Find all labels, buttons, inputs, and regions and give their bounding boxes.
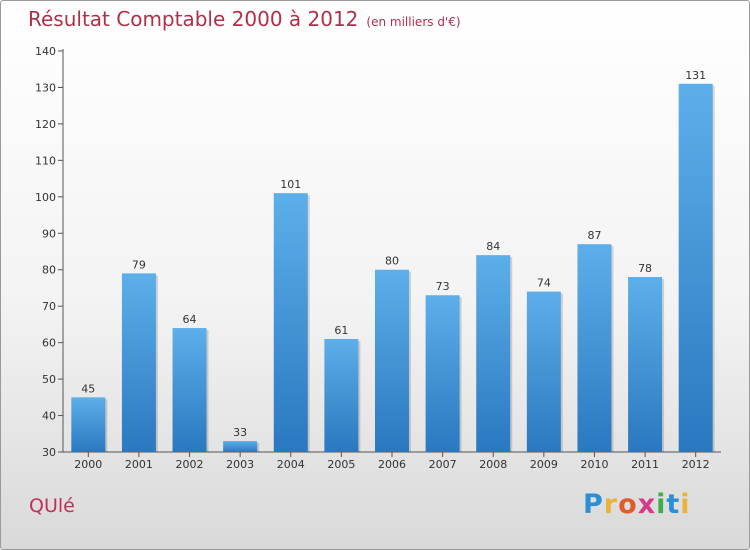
- x-tick-label: 2007: [429, 458, 457, 471]
- x-tick-label: 2003: [226, 458, 254, 471]
- data-label: 78: [638, 262, 652, 275]
- logo-letter: o: [618, 489, 638, 520]
- data-label: 33: [233, 426, 247, 439]
- y-tick-label: 130: [35, 81, 56, 94]
- data-label: 101: [280, 178, 301, 191]
- x-tick-label: 2005: [327, 458, 355, 471]
- logo-letter: t: [666, 489, 681, 520]
- logo-letter: i: [656, 489, 667, 520]
- bar: [577, 244, 612, 452]
- logo-letter: x: [637, 489, 657, 520]
- x-tick-label: 2011: [631, 458, 659, 471]
- x-tick-label: 2008: [479, 458, 507, 471]
- bar: [476, 255, 511, 452]
- bar: [678, 83, 713, 453]
- y-tick-label: 110: [35, 154, 56, 167]
- y-tick-label: 30: [42, 446, 56, 459]
- bar: [121, 273, 156, 452]
- data-label: 80: [385, 255, 399, 268]
- chart-unit: (en milliers d'€): [366, 15, 461, 29]
- x-tick-label: 2009: [530, 458, 558, 471]
- x-tick-label: 2012: [682, 458, 710, 471]
- data-label: 64: [183, 313, 197, 326]
- data-label: 84: [486, 240, 500, 253]
- y-tick-label: 140: [35, 45, 56, 58]
- logo-letter: r: [603, 489, 619, 520]
- y-tick-label: 90: [42, 227, 56, 240]
- bar: [628, 277, 663, 452]
- bar: [375, 269, 409, 452]
- data-label: 73: [436, 280, 450, 293]
- x-tick-label: 2001: [125, 458, 153, 471]
- data-label: 74: [537, 277, 551, 290]
- y-tick-label: 50: [42, 373, 56, 386]
- y-tick-label: 70: [42, 300, 56, 313]
- bar: [223, 441, 258, 452]
- data-label: 131: [685, 69, 706, 82]
- y-tick-label: 60: [42, 337, 56, 350]
- x-tick-label: 2010: [580, 458, 608, 471]
- bar: [273, 193, 308, 452]
- y-tick-label: 100: [35, 191, 56, 204]
- y-tick-label: 120: [35, 118, 56, 131]
- data-label: 45: [81, 382, 95, 395]
- data-label: 79: [132, 258, 146, 271]
- logo-letter: P: [583, 489, 604, 520]
- data-label: 61: [334, 324, 348, 337]
- bar: [425, 295, 460, 452]
- x-tick-label: 2006: [378, 458, 406, 471]
- commune-name: QUlé: [29, 495, 75, 517]
- x-tick-label: 2000: [74, 458, 102, 471]
- x-tick-label: 2002: [176, 458, 204, 471]
- bar: [71, 397, 106, 452]
- bar: [172, 328, 207, 452]
- y-tick-label: 40: [42, 410, 56, 423]
- data-label: 87: [587, 229, 601, 242]
- logo-letter: i: [680, 489, 691, 520]
- chart-title: Résultat Comptable 2000 à 2012 (en millie…: [28, 7, 461, 31]
- bar: [526, 291, 561, 452]
- y-tick-label: 80: [42, 264, 56, 277]
- x-tick-label: 2004: [277, 458, 305, 471]
- bar: [324, 338, 359, 452]
- proxiti-logo: Proxiti: [583, 489, 691, 520]
